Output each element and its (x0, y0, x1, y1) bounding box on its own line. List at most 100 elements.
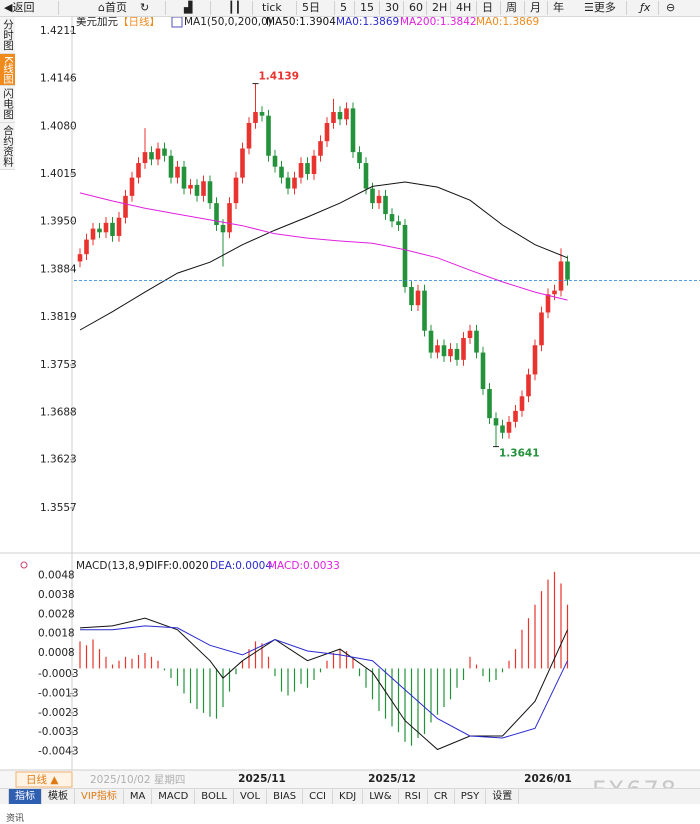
candle-body (519, 396, 525, 411)
period-label: 【日线】 (118, 15, 160, 28)
indicator-tab[interactable]: LW& (363, 789, 399, 804)
indicator-tab[interactable]: PSY (455, 789, 487, 804)
separator (58, 1, 59, 15)
candle-body (558, 261, 564, 291)
period-button[interactable]: 15 (360, 1, 374, 14)
period-button[interactable]: tick (262, 1, 282, 14)
sidebar: 分时图 K线图 闪电图 合约资料 (0, 17, 16, 170)
y-tick-label: 1.3819 (40, 311, 77, 323)
x-tick-label: 2025/11 (238, 773, 286, 785)
separator (658, 1, 659, 15)
indicator-tab[interactable]: CR (428, 789, 455, 804)
sidebar-tab[interactable]: 分时图 (0, 17, 15, 54)
period-button[interactable]: 5 (340, 1, 347, 14)
candle-body (376, 195, 382, 204)
chart-type-icon[interactable]: ▟ (184, 1, 193, 14)
candle-body (240, 148, 245, 178)
refresh-icon[interactable]: ↻ (140, 1, 150, 14)
candle-body (162, 148, 167, 156)
candle-body (298, 163, 304, 178)
candle-body (435, 345, 440, 353)
candle-body (214, 203, 219, 226)
candle-body (194, 184, 200, 196)
indicator-tab[interactable]: CCI (303, 789, 334, 804)
candle-body (474, 330, 479, 353)
separator (476, 1, 477, 15)
candle-body (500, 425, 505, 433)
y-tick-label: 1.3688 (40, 406, 77, 418)
ma-line (79, 181, 568, 331)
period-button[interactable]: 5日 (302, 1, 320, 14)
candle-body (285, 177, 291, 189)
period-button[interactable] (15, 771, 73, 788)
separator (547, 1, 548, 15)
indicator-tab[interactable]: RSI (399, 789, 428, 804)
candle-body (142, 152, 148, 164)
more-button[interactable]: ☰更多 (584, 1, 616, 14)
separator (379, 1, 380, 15)
indicator-settings-icon[interactable] (20, 561, 28, 569)
separator (524, 1, 525, 15)
indicator-tab[interactable]: MA (124, 789, 153, 804)
sidebar-tab[interactable]: 闪电图 (0, 86, 15, 123)
candle-body (357, 152, 362, 164)
home-label[interactable]: 首页 (104, 1, 127, 14)
indicator-tab[interactable]: BOLL (195, 789, 234, 804)
candle-body (227, 203, 232, 233)
candle-body (168, 155, 174, 178)
extreme-label: 1.3641 (499, 448, 540, 460)
more-label[interactable]: 更多 (593, 1, 616, 14)
indicator-tab[interactable]: VIP指标 (75, 789, 124, 804)
y-tick-label: -0.0033 (38, 726, 79, 738)
home-button[interactable]: ⌂首页 (98, 1, 127, 14)
period-button[interactable]: 月 (530, 1, 541, 14)
sidebar-tab[interactable]: K线图 (0, 53, 15, 87)
candle-body (266, 115, 271, 156)
y-tick-label: -0.0023 (38, 707, 79, 719)
y-tick-label: 1.3950 (40, 215, 77, 227)
back-button[interactable]: ◀返回 (4, 1, 35, 14)
y-tick-label: 1.3557 (40, 502, 77, 514)
candle-body (396, 221, 401, 226)
formula-icon[interactable]: ƒx (640, 1, 651, 14)
candle-body (422, 290, 427, 331)
indicator-tab[interactable]: VOL (234, 789, 268, 804)
candle-body (344, 108, 349, 120)
candle-body (331, 112, 336, 123)
period-button[interactable]: 2H (432, 1, 448, 14)
candle-body (149, 152, 154, 160)
candle-body (389, 214, 395, 222)
period-button-label[interactable]: 日线 ▲ (26, 773, 59, 786)
period-button[interactable]: 60 (409, 1, 423, 14)
candle-body (292, 177, 297, 189)
back-label[interactable]: 返回 (12, 1, 35, 14)
candle-body (493, 418, 499, 426)
indicator-tab[interactable]: 指标 (9, 789, 42, 804)
candle-body (246, 122, 252, 149)
period-button[interactable]: 年 (553, 1, 564, 14)
candle-body (409, 286, 414, 306)
y-tick-label: -0.0043 (38, 745, 79, 757)
candle-body (513, 410, 518, 422)
search-icon[interactable]: ⊖ (666, 1, 676, 14)
period-button[interactable]: 日 (482, 1, 493, 14)
period-button[interactable]: 周 (506, 1, 517, 14)
candle-body (441, 345, 447, 357)
sidebar-tab[interactable]: 合约资料 (0, 122, 15, 170)
candle-icon[interactable]: ┃┃ (228, 1, 242, 14)
candle-body (155, 148, 161, 160)
news-tab[interactable]: 资讯 (6, 814, 25, 824)
indicator-tab[interactable]: 模板 (42, 789, 75, 804)
indicator-tab[interactable]: MACD (152, 789, 196, 804)
candle-body (279, 166, 284, 178)
candle-body (480, 352, 486, 390)
candle-body (311, 155, 317, 174)
period-button[interactable]: 30 (385, 1, 399, 14)
candle-body (350, 108, 356, 153)
separator (403, 1, 404, 15)
period-button[interactable]: 4H (456, 1, 472, 14)
indicator-tab[interactable]: 设置 (486, 789, 520, 804)
indicator-tab[interactable]: BIAS (267, 789, 304, 804)
indicator-tab[interactable]: KDJ (333, 789, 364, 804)
